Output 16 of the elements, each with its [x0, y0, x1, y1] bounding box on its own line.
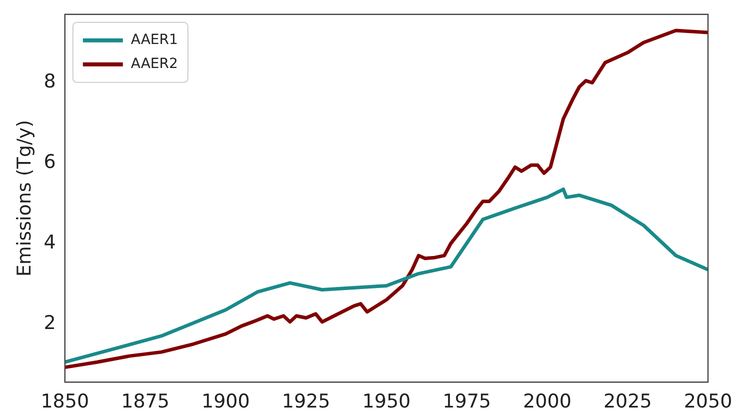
- x-tick-label: 1975: [442, 390, 492, 413]
- x-tick-label: 1875: [121, 390, 170, 413]
- x-tick-label: 1925: [282, 390, 330, 413]
- y-tick-label: 2: [44, 312, 56, 334]
- y-tick-label: 4: [44, 231, 56, 254]
- x-tick-label: 2025: [603, 390, 652, 413]
- y-tick-label: 8: [44, 70, 56, 93]
- x-tick-label: 1900: [201, 390, 250, 413]
- legend-label: AAER2: [130, 56, 178, 72]
- x-tick-label: 2050: [684, 390, 732, 413]
- y-axis-title: Emissions (Tg/y): [13, 120, 36, 277]
- y-tick-label: 6: [44, 151, 56, 174]
- legend-label: AAER1: [130, 32, 178, 48]
- x-tick-label: 2000: [523, 390, 572, 413]
- x-tick-label: 1850: [40, 390, 90, 413]
- x-tick-label: 1950: [362, 390, 411, 413]
